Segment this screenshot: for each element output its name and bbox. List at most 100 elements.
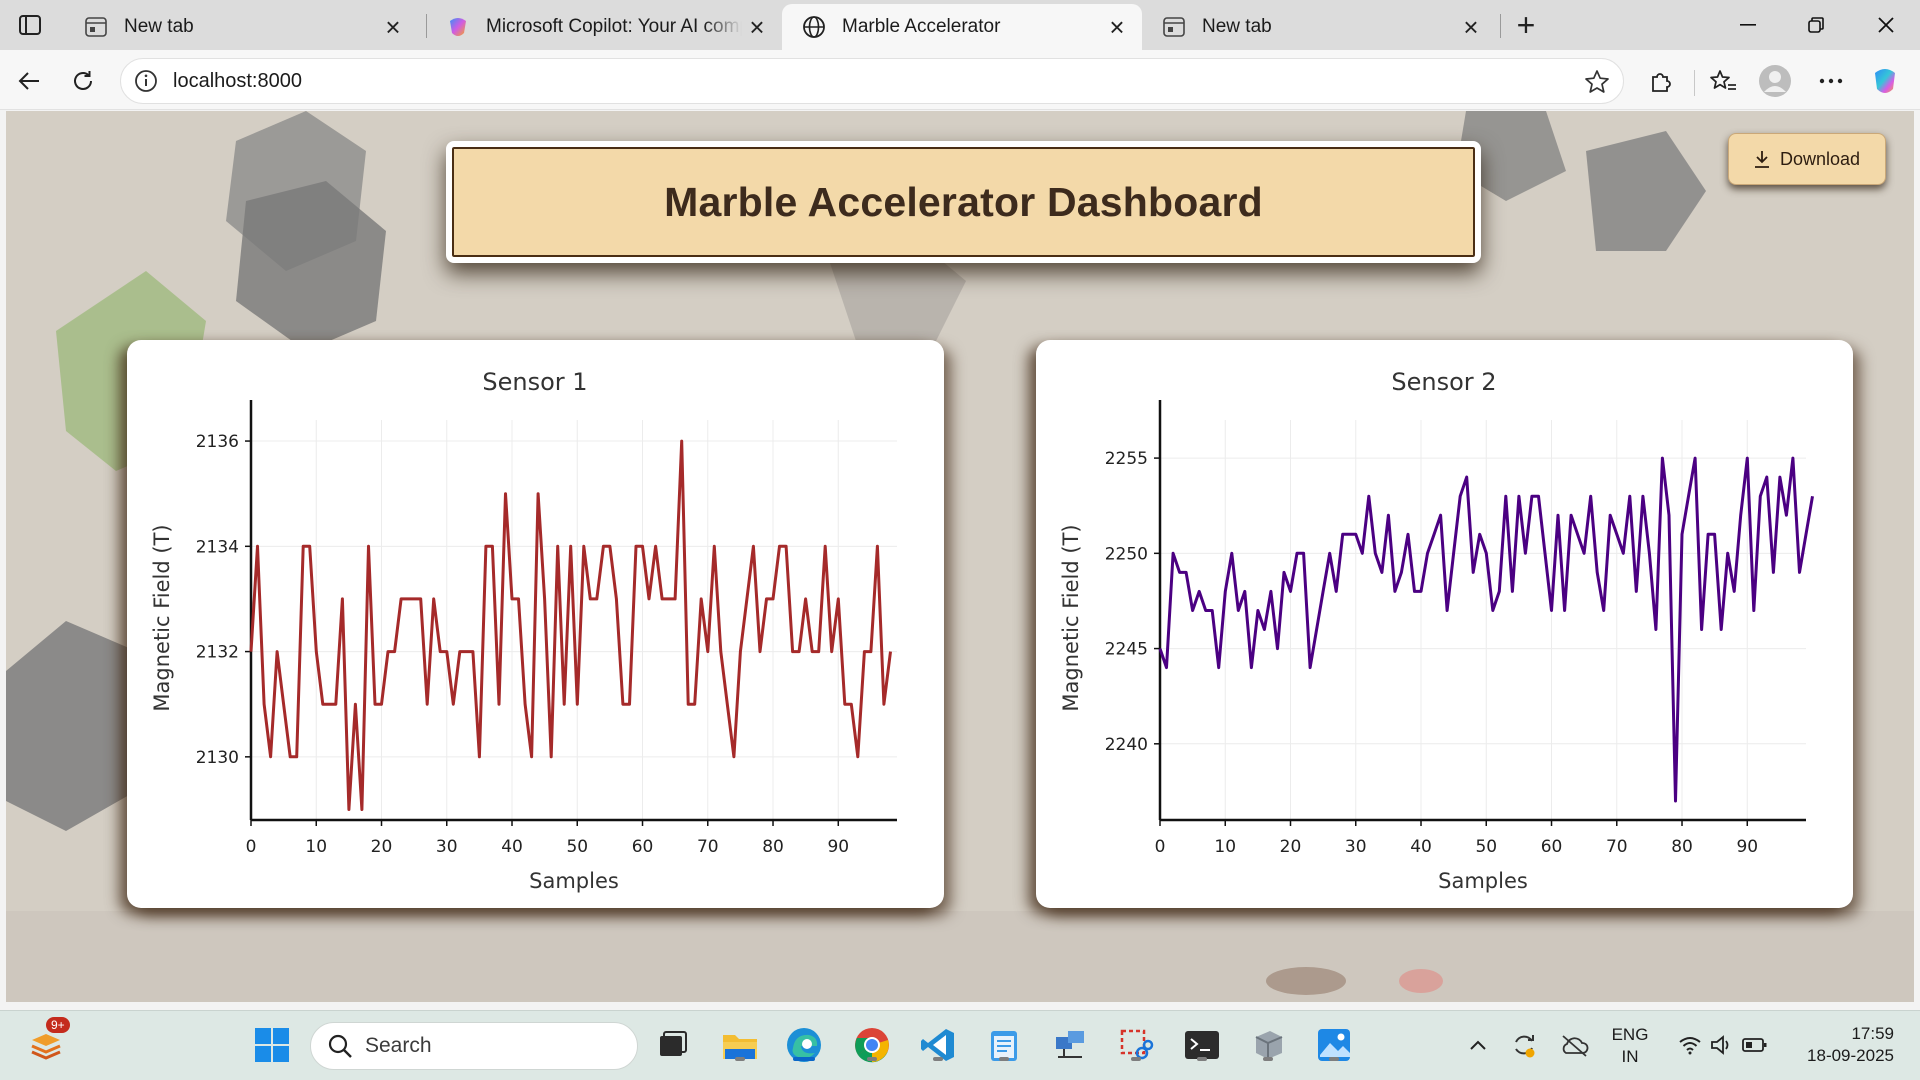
battery-icon [1742,1038,1767,1052]
chart-title: Sensor 2 [1391,368,1496,396]
tab-title: New tab [124,16,194,37]
widgets-button[interactable]: 9+ [24,1017,70,1067]
tab-new-tab-2[interactable]: New tab × [1142,4,1496,50]
chrome-button[interactable] [850,1023,894,1067]
show-hidden-icons-button[interactable] [1458,1023,1498,1067]
favorite-star-icon[interactable] [1583,68,1611,96]
onedrive-tray-button[interactable] [1554,1023,1594,1067]
minimize-button[interactable] [1718,0,1778,50]
virtual-machine-button[interactable] [1246,1023,1290,1067]
x-tick-label: 50 [566,837,588,857]
site-info-icon[interactable] [133,68,159,94]
tab-actions-menu-button[interactable] [10,8,50,42]
snipping-tool-button[interactable] [1114,1023,1158,1067]
avatar [1759,65,1791,97]
back-arrow-icon [18,72,39,90]
x-tick-label: 70 [697,837,719,857]
active-indicator [793,1057,815,1061]
new-tab-button[interactable]: + [1506,7,1546,43]
more-dots-icon [1819,78,1843,84]
notepad-icon [991,1031,1017,1061]
photos-icon [1318,1029,1350,1061]
copilot-sidebar-button[interactable] [1866,62,1904,100]
x-tick-label: 0 [1155,837,1166,857]
file-explorer-button[interactable] [718,1023,762,1067]
new-tab-page-icon [84,15,108,39]
y-tick-label: 2136 [196,432,239,452]
download-button[interactable]: Download [1728,133,1886,185]
x-tick-label: 50 [1475,837,1497,857]
tab-title: Microsoft Copilot: Your AI compar [486,16,742,37]
page-title: Marble Accelerator Dashboard [664,178,1263,225]
globe-icon [802,15,826,39]
close-tab-icon[interactable]: × [1109,11,1125,42]
address-bar[interactable]: localhost:8000 [120,58,1624,104]
x-tick-label: 90 [1736,837,1758,857]
sync-icon [1515,1035,1535,1058]
settings-more-button[interactable] [1812,62,1850,100]
close-tab-icon[interactable]: × [385,11,401,42]
terminal-button[interactable] [1180,1023,1224,1067]
extensions-button[interactable] [1642,62,1680,100]
x-tick-label: 70 [1606,837,1628,857]
notepad-button[interactable] [982,1023,1026,1067]
x-tick-label: 60 [1541,837,1563,857]
close-tab-icon[interactable]: × [1463,11,1479,42]
tab-marble-accelerator[interactable]: Marble Accelerator × [782,4,1142,50]
profile-button[interactable] [1756,62,1794,100]
dashboard-title-card: Marble Accelerator Dashboard [446,141,1481,263]
vscode-button[interactable] [916,1023,960,1067]
running-indicator [1263,1057,1273,1061]
sync-tray-button[interactable] [1504,1023,1544,1067]
y-axis-label: Magnetic Field (T) [150,524,174,711]
dashboard-page: Marble Accelerator Dashboard Download 0 1… [6,111,1914,1002]
y-axis-label: Magnetic Field (T) [1059,524,1083,711]
edge-button[interactable] [782,1023,826,1067]
wifi-icon [1679,1037,1701,1055]
restore-button[interactable] [1786,0,1846,50]
new-tab-page-icon [1162,15,1186,39]
snipping-tool-icon [1120,1029,1154,1060]
favorites-button[interactable] [1704,62,1742,100]
quick-settings-button[interactable] [1668,1023,1778,1067]
task-view-button[interactable] [650,1023,694,1067]
close-icon [1878,17,1894,33]
y-tick-label: 2245 [1105,640,1148,660]
chart-title: Sensor 1 [482,368,587,396]
x-tick-label: 80 [762,837,784,857]
y-tick-label: 2130 [196,748,239,768]
close-tab-icon[interactable]: × [749,11,765,42]
x-tick-label: 10 [305,837,327,857]
language-indicator[interactable]: ENG IN [1606,1024,1654,1068]
x-tick-label: 80 [1671,837,1693,857]
clock[interactable]: 17:59 18-09-2025 [1784,1023,1894,1067]
clock-time: 17:59 [1851,1024,1894,1043]
running-indicator [1329,1057,1339,1061]
browser-tab-bar: New tab × Microsoft Copilot: Your AI com… [0,0,1920,50]
start-button[interactable] [250,1023,294,1067]
running-indicator [1131,1057,1141,1061]
running-indicator [1197,1057,1207,1061]
taskbar-search[interactable]: Search [310,1022,638,1070]
extensions-puzzle-icon [1652,73,1671,92]
y-tick-label: 2250 [1105,544,1148,564]
sensor-1-chart-card: 0 10 20 30 40 50 60 70 80 90 2130 2132 2134 2136 Senso… [127,340,944,908]
refresh-button[interactable] [64,62,102,100]
toolbar-divider [1694,70,1695,96]
series-line [249,439,892,811]
series-line [1158,456,1814,803]
download-label: Download [1779,148,1861,169]
virtual-machine-icon [1255,1031,1283,1059]
download-icon [1754,151,1769,168]
back-button[interactable] [10,62,48,100]
photos-button[interactable] [1312,1023,1356,1067]
tab-copilot[interactable]: Microsoft Copilot: Your AI compar × [426,4,782,50]
network-app-button[interactable] [1048,1023,1092,1067]
y-tick-label: 2240 [1105,735,1148,755]
search-placeholder: Search [365,1034,432,1057]
x-tick-label: 60 [632,837,654,857]
folder-icon [723,1035,757,1059]
close-window-button[interactable] [1856,0,1916,50]
tab-new-tab-1[interactable]: New tab × [64,4,418,50]
x-tick-label: 20 [1280,837,1302,857]
